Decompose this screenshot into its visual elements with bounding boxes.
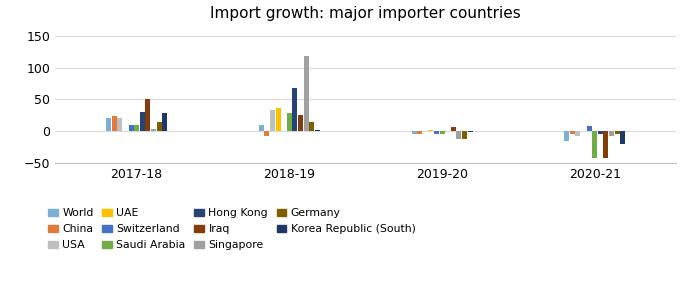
- Bar: [451, 127, 456, 131]
- Bar: [615, 131, 620, 134]
- Bar: [259, 125, 264, 131]
- Bar: [275, 108, 281, 131]
- Bar: [315, 130, 320, 131]
- Bar: [428, 130, 433, 131]
- Bar: [604, 131, 609, 158]
- Bar: [434, 131, 439, 134]
- Bar: [162, 113, 167, 131]
- Bar: [270, 110, 275, 131]
- Bar: [564, 131, 569, 141]
- Bar: [157, 122, 161, 131]
- Bar: [468, 131, 473, 132]
- Bar: [592, 131, 598, 158]
- Bar: [586, 126, 592, 131]
- Bar: [106, 118, 111, 131]
- Bar: [609, 131, 614, 136]
- Bar: [134, 125, 139, 131]
- Bar: [309, 122, 314, 131]
- Bar: [128, 125, 134, 131]
- Bar: [462, 131, 467, 139]
- Bar: [411, 131, 417, 134]
- Bar: [151, 129, 156, 131]
- Bar: [440, 131, 444, 134]
- Bar: [598, 131, 603, 134]
- Bar: [298, 115, 303, 131]
- Bar: [575, 131, 580, 136]
- Bar: [620, 131, 625, 144]
- Bar: [112, 116, 117, 131]
- Bar: [456, 131, 462, 139]
- Bar: [304, 56, 308, 131]
- Bar: [139, 112, 145, 131]
- Bar: [293, 88, 297, 131]
- Legend: World, China, USA, UAE, Switzerland, Saudi Arabia, Hong Kong, Iraq, Singapore, G: World, China, USA, UAE, Switzerland, Sau…: [48, 208, 415, 250]
- Bar: [146, 99, 150, 131]
- Bar: [117, 118, 122, 131]
- Bar: [287, 113, 292, 131]
- Title: Import growth: major importer countries: Import growth: major importer countries: [210, 7, 521, 22]
- Bar: [570, 131, 575, 134]
- Bar: [417, 131, 422, 134]
- Bar: [264, 131, 270, 136]
